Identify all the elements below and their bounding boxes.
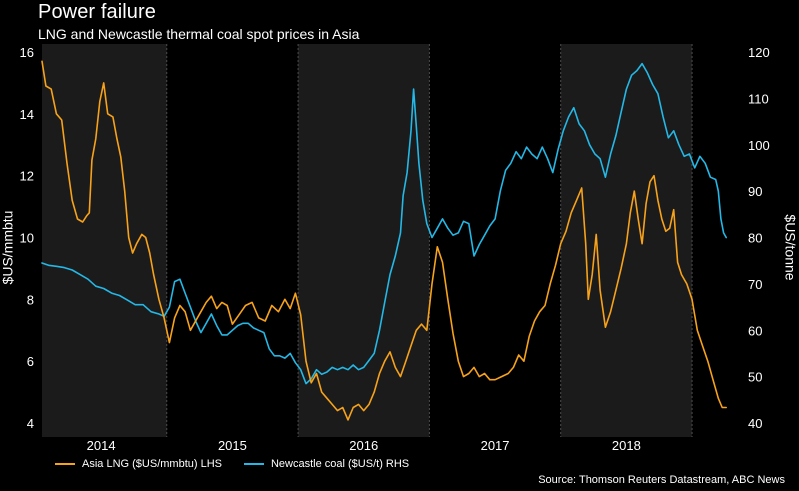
left-axis-ticks: 4 6 8 10 12 14 16 xyxy=(20,45,34,431)
right-tick-label: 60 xyxy=(748,323,762,338)
right-axis-ticks: 40 50 60 70 80 90 100 110 120 xyxy=(748,45,770,431)
left-axis-label: $US/mmbtu xyxy=(0,211,16,285)
shaded-year-bands xyxy=(42,44,693,437)
left-tick-label: 4 xyxy=(27,416,34,431)
left-tick-label: 6 xyxy=(27,354,34,369)
left-tick-label: 8 xyxy=(27,292,34,307)
legend-item-lng: Asia LNG ($US/mmbtu) LHS xyxy=(55,458,222,470)
right-tick-label: 120 xyxy=(748,45,770,60)
legend: Asia LNG ($US/mmbtu) LHS Newcastle coal … xyxy=(55,458,431,470)
right-tick-label: 80 xyxy=(748,231,762,246)
legend-swatch-lng xyxy=(55,463,75,465)
year-dividers xyxy=(166,44,693,437)
right-axis-label: $US/tonne xyxy=(782,214,798,280)
chart-subtitle: LNG and Newcastle thermal coal spot pric… xyxy=(38,26,360,42)
series-line-asia-lng xyxy=(41,60,727,421)
series-lines xyxy=(41,60,727,421)
series-line-newcastle-coal xyxy=(41,62,727,385)
left-tick-label: 16 xyxy=(20,45,34,60)
right-tick-label: 50 xyxy=(748,370,762,385)
right-tick-label: 40 xyxy=(748,416,762,431)
shaded-band-0 xyxy=(42,44,167,437)
left-tick-label: 14 xyxy=(20,107,34,122)
x-tick-label: 2017 xyxy=(481,438,510,453)
legend-swatch-coal xyxy=(243,463,264,465)
x-tick-label: 2014 xyxy=(87,438,116,453)
legend-label-coal: Newcastle coal ($US/t) RHS xyxy=(270,458,410,470)
legend-item-coal: Newcastle coal ($US/t) RHS xyxy=(243,458,410,470)
source-note: Source: Thomson Reuters Datastream, ABC … xyxy=(538,474,785,486)
chart-title: Power failure xyxy=(38,1,157,23)
x-tick-label: 2018 xyxy=(612,438,641,453)
right-tick-label: 110 xyxy=(748,91,769,106)
shaded-band-1 xyxy=(298,44,430,437)
right-tick-label: 90 xyxy=(748,184,762,199)
left-tick-label: 12 xyxy=(20,169,34,184)
legend-label-lng: Asia LNG ($US/mmbtu) LHS xyxy=(82,458,222,470)
right-tick-label: 100 xyxy=(748,138,770,153)
left-tick-label: 10 xyxy=(20,231,34,246)
x-tick-label: 2016 xyxy=(349,438,378,453)
x-axis-ticks: 2014 2015 2016 2017 2018 xyxy=(87,438,641,453)
x-tick-label: 2015 xyxy=(218,438,247,453)
right-tick-label: 70 xyxy=(748,277,762,292)
